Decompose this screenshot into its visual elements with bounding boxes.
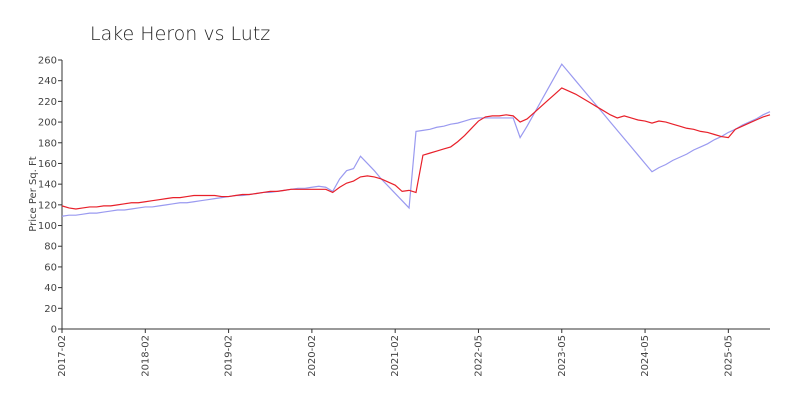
y-tick-label: 120 (38, 200, 57, 211)
x-tick-label: 2021-02 (390, 335, 401, 377)
y-tick-label: 240 (38, 76, 57, 87)
x-tick-label: 2024-05 (640, 335, 651, 377)
y-tick-label: 180 (38, 138, 57, 149)
y-tick-label: 220 (38, 97, 57, 108)
y-tick-label: 260 (38, 56, 57, 67)
x-tick-label: 2018-02 (140, 335, 151, 377)
y-tick-label: 200 (38, 118, 57, 129)
x-tick-label: 2019-02 (224, 335, 235, 377)
x-tick-label: 2022-05 (473, 335, 484, 377)
x-tick-label: 2020-02 (307, 335, 318, 377)
y-tick-label: 80 (44, 242, 57, 253)
series-line (61, 87, 771, 210)
y-tick-label: 100 (38, 221, 57, 232)
series-line (61, 63, 771, 217)
chart-title: Lake Heron vs Lutz (90, 23, 270, 45)
x-tick-label: 2025-05 (723, 335, 734, 377)
y-tick-label: 40 (44, 283, 57, 294)
y-axis-label: Price Per Sq. Ft (28, 156, 39, 231)
x-tick-label: 2017-02 (57, 335, 68, 377)
y-tick-label: 140 (38, 180, 57, 191)
y-tick-label: 160 (38, 159, 57, 170)
y-tick-label: 20 (44, 304, 57, 315)
x-tick-label: 2023-05 (557, 335, 568, 377)
y-tick-label: 0 (51, 325, 57, 336)
y-tick-label: 60 (44, 262, 57, 273)
